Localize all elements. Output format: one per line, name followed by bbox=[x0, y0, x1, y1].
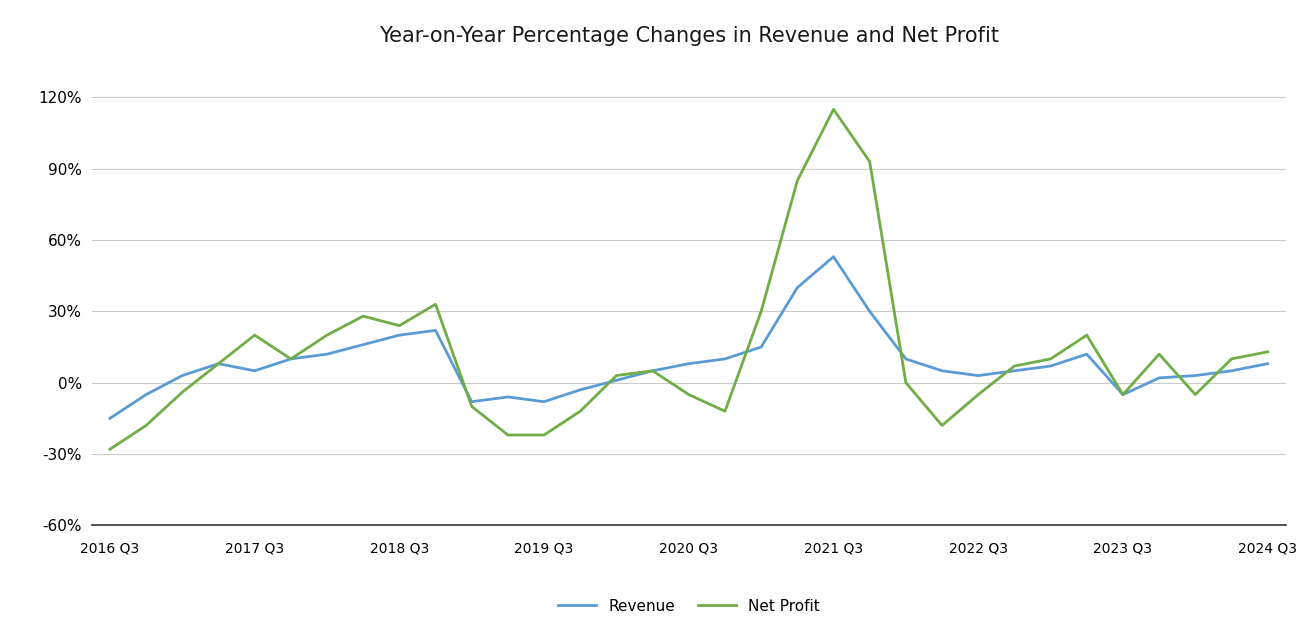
Revenue bbox=[500, 393, 516, 400]
Revenue bbox=[572, 386, 588, 394]
Revenue bbox=[319, 350, 335, 358]
Revenue bbox=[1260, 360, 1275, 367]
Line: Revenue: Revenue bbox=[110, 256, 1267, 418]
Title: Year-on-Year Percentage Changes in Revenue and Net Profit: Year-on-Year Percentage Changes in Reven… bbox=[379, 27, 998, 46]
Net Profit bbox=[1115, 391, 1131, 398]
Revenue bbox=[211, 360, 227, 367]
Net Profit bbox=[174, 389, 190, 396]
Net Profit bbox=[102, 446, 118, 453]
Net Profit bbox=[1078, 331, 1094, 339]
Net Profit bbox=[1043, 355, 1059, 363]
Revenue bbox=[1043, 362, 1059, 370]
Net Profit bbox=[862, 158, 878, 166]
Net Profit bbox=[897, 379, 913, 386]
Revenue bbox=[790, 284, 806, 291]
Revenue bbox=[391, 331, 407, 339]
Revenue bbox=[718, 355, 733, 363]
Net Profit bbox=[247, 331, 262, 339]
Net Profit bbox=[356, 313, 371, 320]
Revenue bbox=[174, 372, 190, 379]
Revenue bbox=[464, 398, 480, 405]
Revenue bbox=[138, 391, 154, 398]
Net Profit bbox=[825, 106, 841, 113]
Net Profit bbox=[1006, 362, 1022, 370]
Net Profit bbox=[211, 360, 227, 367]
Net Profit bbox=[391, 322, 407, 329]
Revenue bbox=[1006, 367, 1022, 375]
Revenue bbox=[825, 253, 841, 260]
Revenue bbox=[356, 341, 371, 349]
Net Profit bbox=[934, 421, 950, 429]
Net Profit bbox=[319, 331, 335, 339]
Net Profit bbox=[500, 431, 516, 439]
Net Profit bbox=[1260, 348, 1275, 355]
Net Profit bbox=[1151, 350, 1166, 358]
Revenue bbox=[681, 360, 697, 367]
Net Profit bbox=[790, 177, 806, 184]
Net Profit bbox=[609, 372, 625, 379]
Revenue bbox=[1224, 367, 1240, 375]
Net Profit bbox=[644, 367, 660, 375]
Net Profit bbox=[718, 407, 733, 415]
Revenue bbox=[609, 376, 625, 384]
Net Profit bbox=[428, 300, 443, 308]
Revenue bbox=[971, 372, 987, 379]
Net Profit bbox=[971, 391, 987, 398]
Revenue bbox=[753, 344, 769, 351]
Revenue bbox=[862, 308, 878, 315]
Net Profit bbox=[283, 355, 299, 363]
Line: Net Profit: Net Profit bbox=[110, 109, 1267, 449]
Net Profit bbox=[1224, 355, 1240, 363]
Revenue bbox=[283, 355, 299, 363]
Revenue bbox=[102, 415, 118, 422]
Net Profit bbox=[1187, 391, 1203, 398]
Revenue bbox=[1151, 375, 1166, 382]
Revenue bbox=[897, 355, 913, 363]
Revenue bbox=[1115, 391, 1131, 398]
Revenue bbox=[1187, 372, 1203, 379]
Legend: Revenue, Net Profit: Revenue, Net Profit bbox=[551, 593, 827, 618]
Revenue bbox=[934, 367, 950, 375]
Net Profit bbox=[537, 431, 552, 439]
Net Profit bbox=[138, 421, 154, 429]
Revenue bbox=[644, 367, 660, 375]
Net Profit bbox=[464, 403, 480, 410]
Revenue bbox=[428, 327, 443, 334]
Revenue bbox=[1078, 350, 1094, 358]
Net Profit bbox=[572, 407, 588, 415]
Net Profit bbox=[681, 391, 697, 398]
Revenue bbox=[537, 398, 552, 405]
Revenue bbox=[247, 367, 262, 375]
Net Profit bbox=[753, 308, 769, 315]
